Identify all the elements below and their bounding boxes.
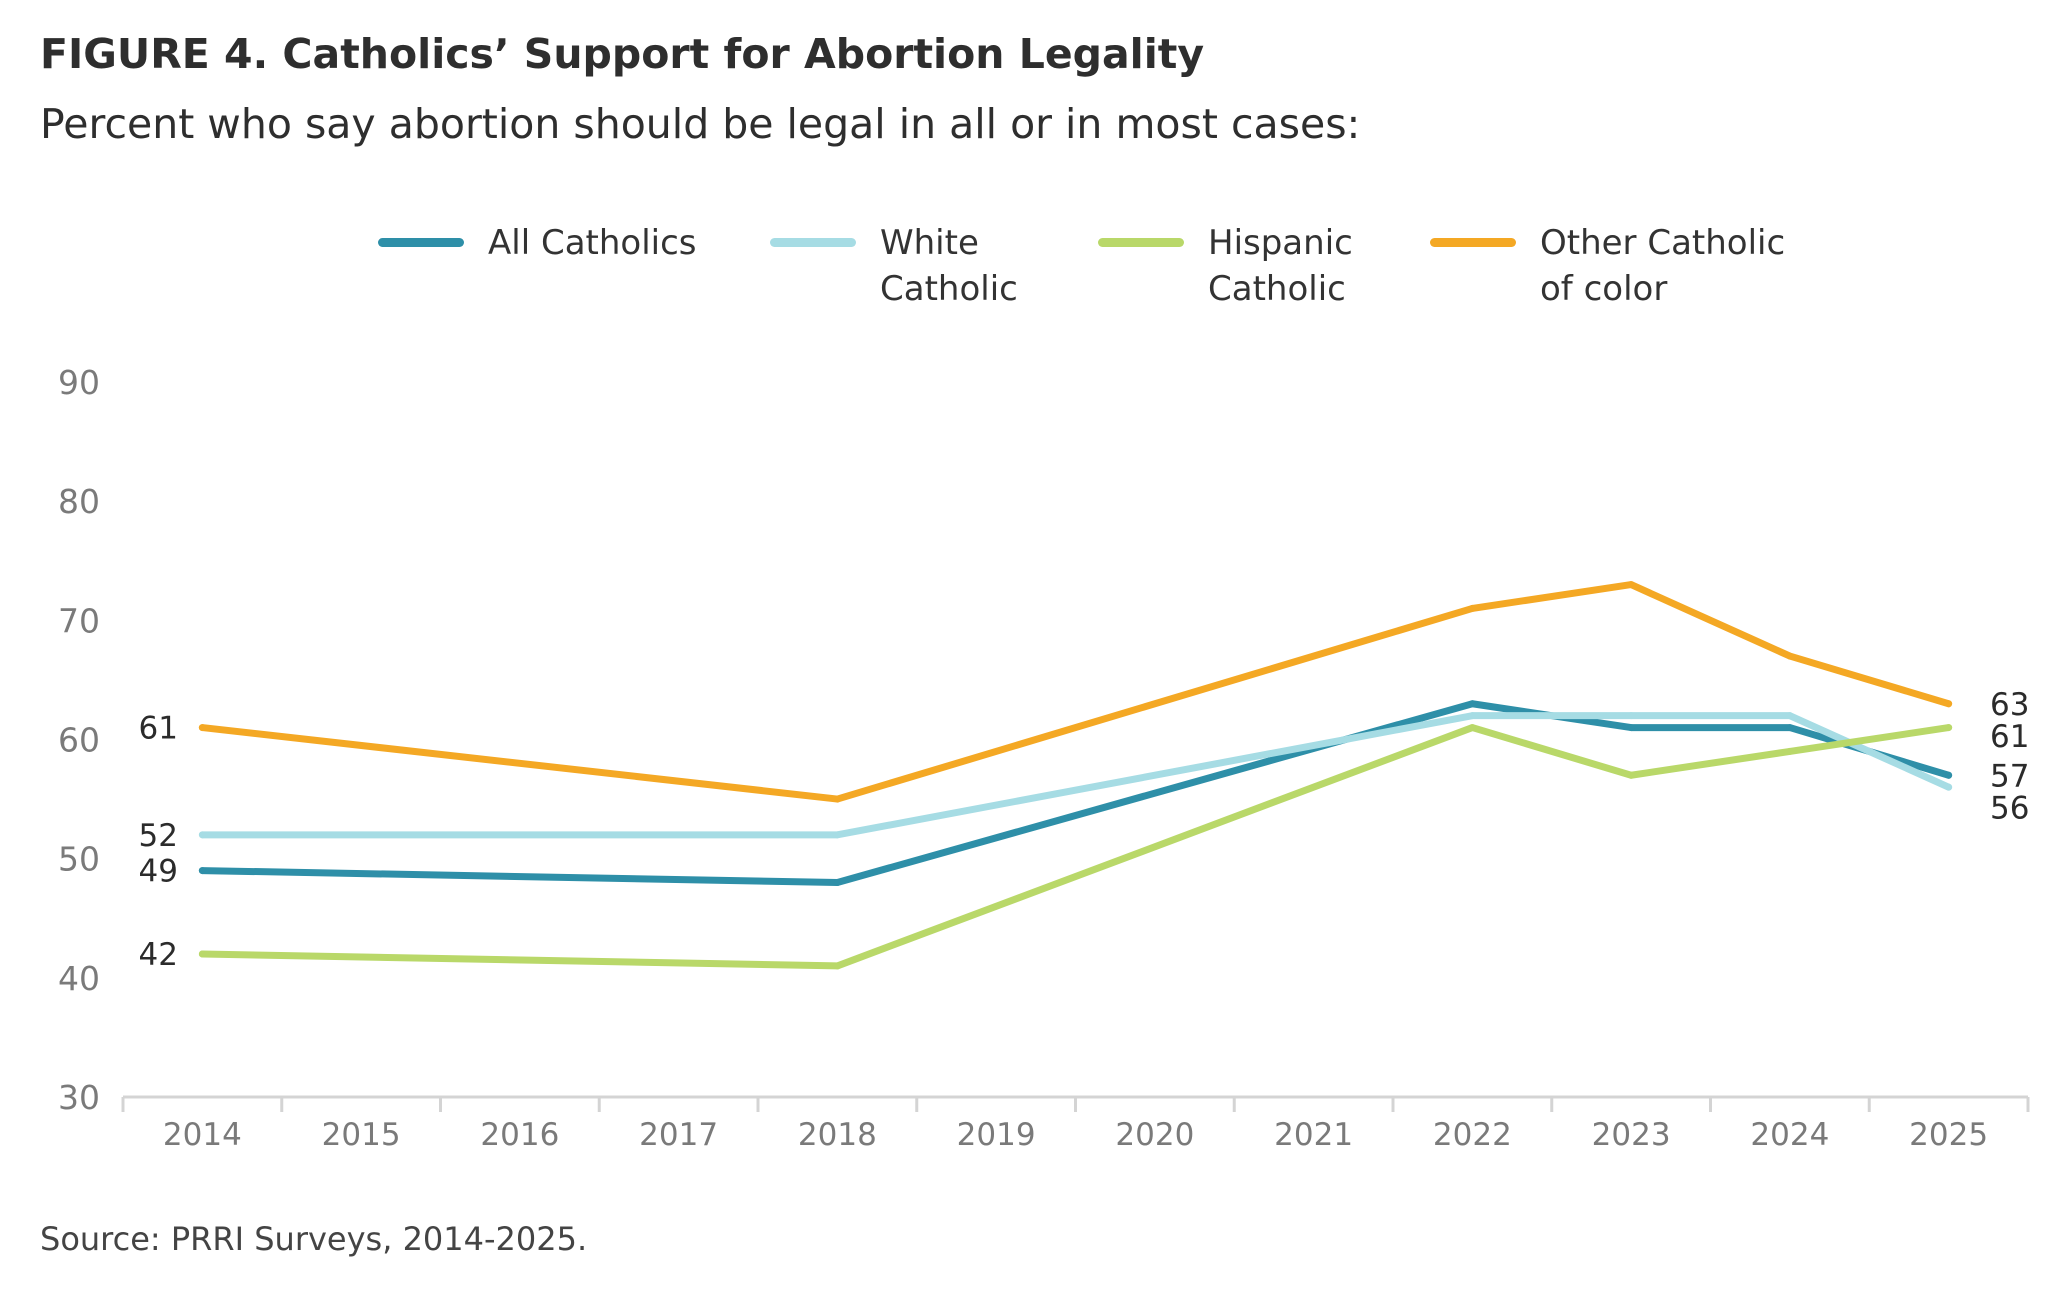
data-label-start-other-catholic-of-color: 61: [139, 711, 178, 747]
legend-label-all-catholics: All Catholics: [488, 223, 697, 263]
legend-swatch-all-catholics: [378, 238, 464, 247]
x-tick-label-2015: 2015: [322, 1117, 401, 1153]
data-point-other-catholic-of-color-2022: [1468, 604, 1476, 612]
x-tick-label-2020: 2020: [1115, 1117, 1194, 1153]
data-point-other-catholic-of-color-2023: [1627, 581, 1635, 589]
x-tick-label-2024: 2024: [1750, 1117, 1829, 1153]
y-tick-label-70: 70: [58, 601, 100, 640]
y-tick-label-50: 50: [58, 840, 100, 879]
data-point-all-catholics-2024: [1786, 724, 1794, 732]
data-point-white-catholic-2014: [198, 831, 206, 839]
data-label-start-all-catholics: 49: [139, 854, 178, 890]
data-label-end-all-catholics: 57: [1990, 758, 2029, 794]
chart-title: FIGURE 4. Catholics’ Support for Abortio…: [40, 30, 1205, 78]
data-label-start-hispanic-catholic: 42: [139, 937, 178, 973]
data-point-white-catholic-2024: [1786, 712, 1794, 720]
data-point-all-catholics-2014: [198, 867, 206, 875]
x-tick-label-2016: 2016: [480, 1117, 559, 1153]
data-point-hispanic-catholic-2022: [1468, 724, 1476, 732]
chart-subtitle: Percent who say abortion should be legal…: [40, 100, 1361, 148]
x-tick-label-2021: 2021: [1274, 1117, 1353, 1153]
legend-label-white-catholic: White Catholic: [880, 223, 1018, 309]
data-point-white-catholic-2025: [1945, 783, 1953, 791]
data-point-all-catholics-2022: [1468, 700, 1476, 708]
legend-swatch-hispanic-catholic: [1098, 238, 1184, 247]
legend-swatch-white-catholic: [770, 238, 856, 247]
data-point-all-catholics-2023: [1627, 724, 1635, 732]
x-tick-label-2022: 2022: [1433, 1117, 1512, 1153]
y-tick-label-80: 80: [58, 482, 100, 521]
data-point-other-catholic-of-color-2025: [1945, 700, 1953, 708]
legend-label-hispanic-catholic: Hispanic Catholic: [1208, 223, 1353, 309]
x-tick-label-2018: 2018: [798, 1117, 877, 1153]
data-label-end-hispanic-catholic: 61: [1990, 719, 2029, 755]
data-label-end-other-catholic-of-color: 63: [1990, 687, 2029, 723]
chart-legend: All Catholics White Catholic Hispanic Ca…: [0, 220, 2064, 320]
y-tick-label-60: 60: [58, 721, 100, 760]
series-line-other-catholic-of-color: [198, 581, 1953, 803]
data-point-hispanic-catholic-2024: [1786, 747, 1794, 755]
x-tick-label-2025: 2025: [1909, 1117, 1988, 1153]
data-point-white-catholic-2023: [1627, 712, 1635, 720]
x-tick-label-2017: 2017: [639, 1117, 718, 1153]
source-note: Source: PRRI Surveys, 2014-2025.: [40, 1220, 588, 1258]
data-point-hispanic-catholic-2025: [1945, 724, 1953, 732]
x-tick-label-2019: 2019: [957, 1117, 1036, 1153]
data-point-white-catholic-2018: [833, 831, 841, 839]
legend-label-other-catholic-of-color: Other Catholic of color: [1540, 223, 1786, 309]
series-line-white-catholic: [198, 712, 1953, 839]
data-point-hispanic-catholic-2014: [198, 950, 206, 958]
y-tick-label-90: 90: [58, 363, 100, 402]
y-tick-label-40: 40: [58, 959, 100, 998]
data-point-white-catholic-2022: [1468, 712, 1476, 720]
x-tick-label-2023: 2023: [1592, 1117, 1671, 1153]
data-point-other-catholic-of-color-2014: [198, 724, 206, 732]
legend-swatch-other-catholic-of-color: [1430, 238, 1516, 247]
series-line-hispanic-catholic: [198, 724, 1953, 970]
data-point-all-catholics-2025: [1945, 771, 1953, 779]
data-point-hispanic-catholic-2023: [1627, 771, 1635, 779]
data-label-end-white-catholic: 56: [1990, 790, 2029, 826]
data-point-other-catholic-of-color-2024: [1786, 652, 1794, 660]
y-tick-label-30: 30: [58, 1078, 100, 1117]
data-point-other-catholic-of-color-2018: [833, 795, 841, 803]
x-tick-label-2014: 2014: [163, 1117, 242, 1153]
data-point-hispanic-catholic-2018: [833, 962, 841, 970]
data-point-all-catholics-2018: [833, 879, 841, 886]
data-label-start-white-catholic: 52: [139, 818, 178, 854]
